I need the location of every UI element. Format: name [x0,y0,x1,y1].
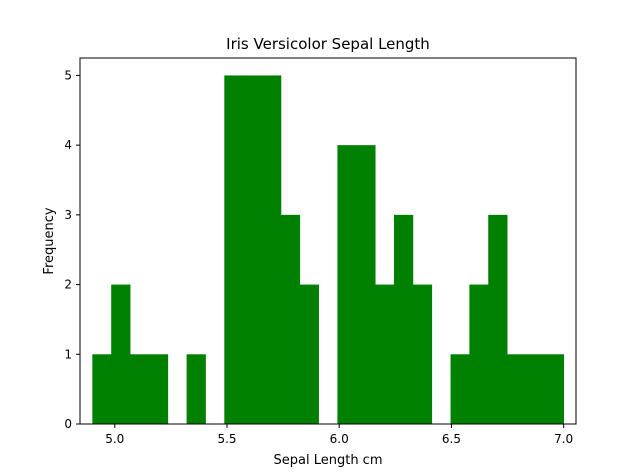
chart-title: Iris Versicolor Sepal Length [226,35,430,53]
histogram-bar-15 [375,284,395,424]
histogram-bar-19 [450,354,470,424]
histogram-bar-10 [280,214,301,424]
x-axis-label: Sepal Length cm [274,453,383,468]
histogram-bar-2 [130,354,150,424]
plot-frame [79,57,577,425]
y-tick-label-4: 4 [64,138,72,152]
histogram-bar-9 [262,75,282,425]
y-axis: 0 1 2 3 4 5 [64,68,80,431]
histogram-bar-3 [148,354,169,424]
histogram-bar-11 [299,284,319,424]
histogram-bar-24 [544,354,565,424]
y-tick-label-2: 2 [64,278,72,292]
histogram-bar-17 [412,284,433,424]
x-tick-label-0: 5.0 [105,432,124,446]
x-tick-label-2: 6.0 [330,432,349,446]
y-tick-label-1: 1 [64,347,72,361]
y-axis-label: Frequency [42,207,57,274]
histogram-bar-5 [186,354,206,424]
y-tick-label-5: 5 [64,68,72,82]
x-tick-label-3: 6.5 [442,432,461,446]
x-tick-label-4: 7.0 [554,432,573,446]
histogram-bar-14 [356,145,376,424]
y-tick-label-0: 0 [64,417,72,431]
histogram-bar-20 [469,284,489,424]
bars-group [92,75,565,425]
histogram-bar-0 [92,354,112,424]
histogram-bar-16 [393,214,414,424]
histogram-bar-21 [488,214,508,424]
histogram-bar-23 [525,354,546,424]
histogram-bar-1 [111,284,131,424]
histogram-bar-8 [243,75,263,425]
x-axis: 5.0 5.5 6.0 6.5 7.0 [105,424,573,446]
y-tick-label-3: 3 [64,208,72,222]
x-tick-label-1: 5.5 [217,432,236,446]
histogram-bar-22 [507,354,527,424]
histogram-bar-7 [224,75,244,425]
histogram-bar-13 [337,145,357,424]
